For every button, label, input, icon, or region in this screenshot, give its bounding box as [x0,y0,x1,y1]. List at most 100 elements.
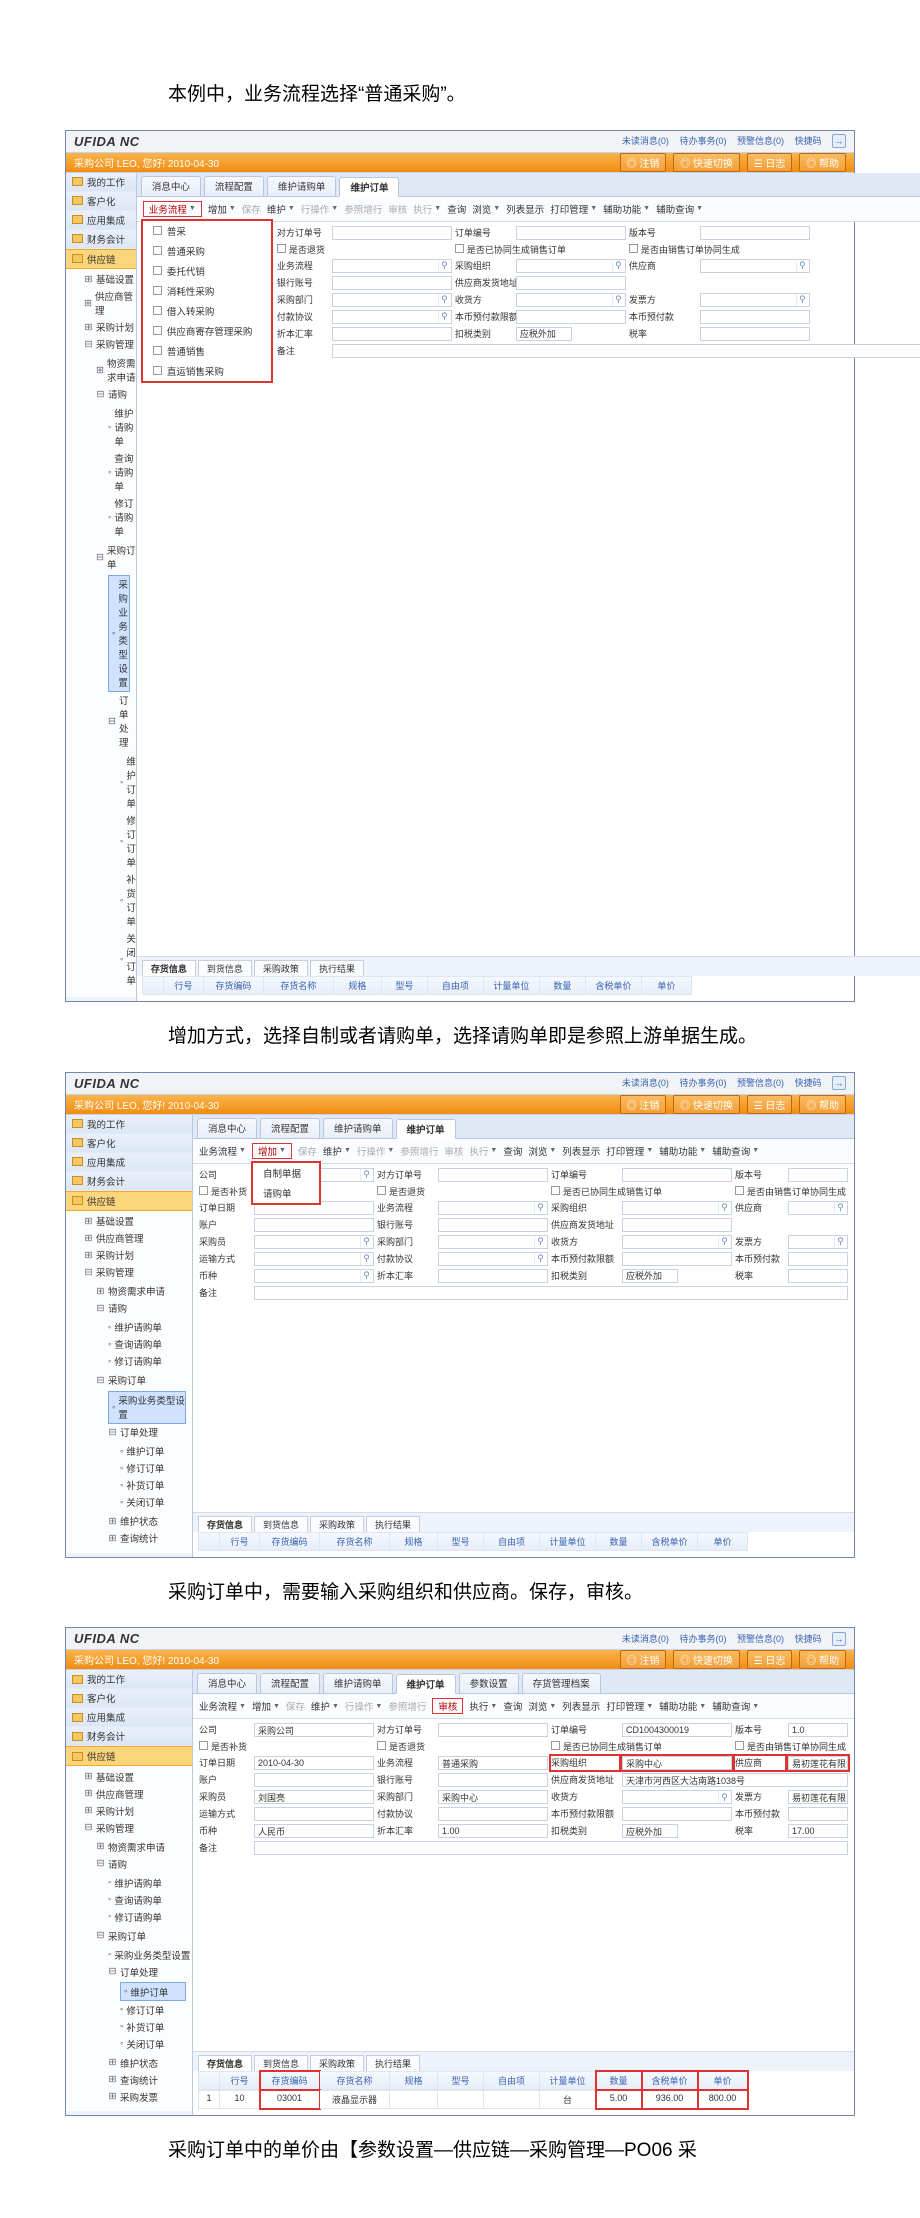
tree-integration[interactable]: 应用集成 [66,211,136,230]
btn-help[interactable]: ◎ 帮助 [799,153,846,172]
st-res[interactable]: 执行结果 [310,960,364,976]
inp-sup[interactable]: ⚲ [700,259,810,273]
tree-pr[interactable]: ⊟请购 [96,386,136,403]
btn-switch[interactable]: ◎ 快速切换 [673,153,740,172]
btn-log[interactable]: ☰ 日志 [747,1095,793,1114]
bizflow-dropdown[interactable]: 普采 普通采购 委托代销 消耗性采购 借入转采购 供应商寄存管理采购 普通销售 … [141,219,273,383]
tree-scm[interactable]: 供应链 [66,1191,192,1211]
tree-mreq[interactable]: ⊞物资需求申请 [96,355,136,386]
dd-c[interactable]: 委托代销 [143,261,271,281]
btn-help[interactable]: ◎ 帮助 [799,1095,846,1114]
tree-vendor[interactable]: ⊞供应商管理 [84,288,136,319]
inp-memo[interactable] [332,344,920,358]
link-alert[interactable]: 预警信息(0) [737,1078,784,1088]
tree-mywork[interactable]: 我的工作 [66,1115,192,1134]
inp-rcv[interactable]: ⚲ [516,293,626,307]
inp-preloc[interactable] [516,310,626,324]
add-dropdown[interactable]: 自制单据 请购单 [251,1161,321,1205]
inp-rate[interactable] [700,327,810,341]
tb-aux[interactable]: 辅助功能 ▼ [603,202,650,216]
st-arr[interactable]: 到货信息 [198,960,252,976]
link-todo[interactable]: 待办事务(0) [679,136,726,146]
tree-pr-q[interactable]: ◦ 查询请购单 [108,450,136,495]
tree-po-cls[interactable]: ◦ 关闭订单 [120,930,136,989]
inp-dept[interactable]: ⚲ [332,293,452,307]
inp-pay[interactable]: ⚲ [332,310,452,324]
tb-brw[interactable]: 浏览 ▼ [472,202,500,216]
tree-po-rep[interactable]: ◦ 补货订单 [120,871,136,930]
link-shortcut[interactable]: 快捷码 [794,1078,821,1088]
tree-base[interactable]: ⊞基础设置 [84,271,136,288]
dd2-a[interactable]: 自制单据 [253,1163,319,1183]
tree-pm[interactable]: ⊟采购管理 [84,336,136,353]
btn-log[interactable]: ☰ 日志 [747,153,793,172]
link-todo[interactable]: 待办事务(0) [679,1078,726,1088]
search-icon[interactable]: ⚲ [438,260,450,272]
dd-e[interactable]: 借入转采购 [143,301,271,321]
tb-prt[interactable]: 打印管理 ▼ [550,202,597,216]
search-icon[interactable]: ⚲ [438,311,450,323]
tb-auq[interactable]: 辅助查询 ▼ [656,202,703,216]
tree-finance[interactable]: 财务会计 [66,230,136,249]
btn-switch[interactable]: ◎ 快速切换 [673,1095,740,1114]
go-arrow-icon[interactable]: → [832,134,846,148]
grid-row[interactable]: 110 03001 液晶显示器 台 5.00 936.00 800.00 [198,2090,849,2109]
tb-add[interactable]: 增加 ▼ [208,202,236,216]
dd-d[interactable]: 消耗性采购 [143,281,271,301]
link-unread[interactable]: 未读消息(0) [622,1078,669,1088]
inp-org[interactable]: 采购中心 [622,1756,732,1770]
search-icon[interactable]: ⚲ [612,260,624,272]
dd-g[interactable]: 普通销售 [143,341,271,361]
tb-qry[interactable]: 查询 [447,202,466,216]
tree-integration[interactable]: 应用集成 [66,1153,192,1172]
st-inv[interactable]: 存货信息 [142,960,196,976]
dd-f[interactable]: 供应商寄存管理采购 [143,321,271,341]
inp-exr[interactable] [332,327,452,341]
tab-mpo[interactable]: 维护订单 [339,177,399,197]
inp-org[interactable]: ⚲ [516,259,626,273]
tb-bizflow[interactable]: 业务流程 ▼ [199,1144,246,1158]
tree-pr-r[interactable]: ◦ 修订请购单 [108,495,136,540]
inp-ver[interactable] [700,226,810,240]
inp-bank[interactable] [332,276,452,290]
tb-mnt[interactable]: 维护 ▼ [267,202,295,216]
tb-lst[interactable]: 列表显示 [506,202,544,216]
tb-add[interactable]: 增加 ▼ [252,1143,292,1159]
tree-po-m[interactable]: ◦ 维护订单 [120,1982,186,2001]
tree-mywork[interactable]: 我的工作 [66,173,136,192]
inp-opno[interactable] [332,226,452,240]
search-icon[interactable]: ⚲ [796,260,808,272]
dd2-b[interactable]: 请购单 [253,1183,319,1203]
link-unread[interactable]: 未读消息(0) [622,136,669,146]
dd-a[interactable]: 普采 [143,221,271,241]
tree-po-type[interactable]: ◦ 采购业务类型设置 [108,575,130,692]
inp-sup[interactable]: 易初莲花有限责任公司 [788,1756,848,1770]
tree-scm[interactable]: 供应链 [66,249,136,269]
tree-finance[interactable]: 财务会计 [66,1172,192,1191]
inp-addr[interactable] [516,276,626,290]
tree-po-proc[interactable]: ⊟订单处理 [108,692,136,751]
link-alert[interactable]: 预警信息(0) [737,136,784,146]
inp-ordno[interactable] [516,226,626,240]
dd-h[interactable]: 直运销售采购 [143,361,271,381]
btn-logout[interactable]: ◎ 注销 [620,1095,667,1114]
tab-cfg[interactable]: 流程配置 [204,176,264,196]
tree-po[interactable]: ⊟采购订单 [96,542,136,573]
tab-mpr[interactable]: 维护请购单 [267,176,337,196]
search-icon[interactable]: ⚲ [796,294,808,306]
tree-po-m[interactable]: ◦ 维护订单 [120,753,136,812]
inp-invp[interactable]: ⚲ [700,293,810,307]
tab-msg[interactable]: 消息中心 [141,176,201,196]
inp-taxc[interactable]: 应税外加 [516,327,572,341]
tree-po-type[interactable]: ◦ 采购业务类型设置 [108,1391,186,1424]
tree-custom[interactable]: 客户化 [66,192,136,211]
btn-logout[interactable]: ◎ 注销 [620,153,667,172]
tb-bizflow[interactable]: 业务流程 ▼ [143,201,202,217]
tree-po-r[interactable]: ◦ 修订订单 [120,812,136,871]
inp-bizflow[interactable]: ⚲ [332,259,452,273]
tree-custom[interactable]: 客户化 [66,1134,192,1153]
tree-pr-m[interactable]: ◦ 维护请购单 [108,405,136,450]
search-icon[interactable]: ⚲ [438,294,450,306]
st-pol[interactable]: 采购政策 [254,960,308,976]
search-icon[interactable]: ⚲ [612,294,624,306]
